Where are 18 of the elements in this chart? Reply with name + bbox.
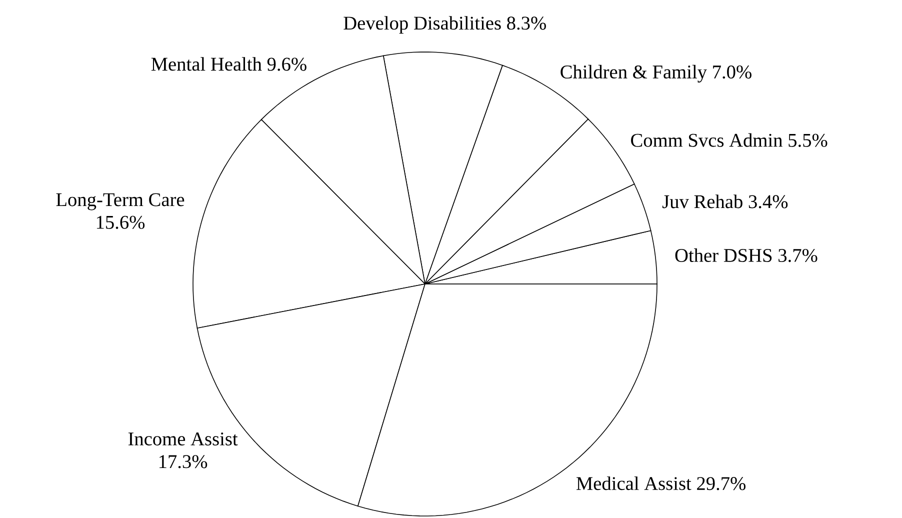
slice-label: Long-Term Care <box>56 193 184 210</box>
data-label: 29.7% <box>697 477 746 490</box>
data-label: 8.3% <box>507 16 546 30</box>
data-label: 3.7% <box>778 248 818 262</box>
data-label: 7.0% <box>713 65 752 79</box>
slice-label: Income Assist <box>128 432 238 446</box>
slice-label: Juv Rehab <box>662 194 742 208</box>
data-label: 5.5% <box>788 134 828 147</box>
slice-label: Medical Assist <box>576 476 692 490</box>
data-label: 3.4% <box>748 195 788 208</box>
slice-label: Comm Svcs Admin <box>631 133 782 147</box>
data-label: 17.3% <box>160 455 208 468</box>
slice-label: Develop Disabilities <box>344 16 501 34</box>
slice-label: Other DSHS <box>675 248 772 262</box>
data-label: 15.6% <box>96 216 145 229</box>
data-label: 9.6% <box>267 58 306 71</box>
slice-label: Mental Health <box>151 57 262 71</box>
slice-label: Children & Family <box>560 64 707 83</box>
